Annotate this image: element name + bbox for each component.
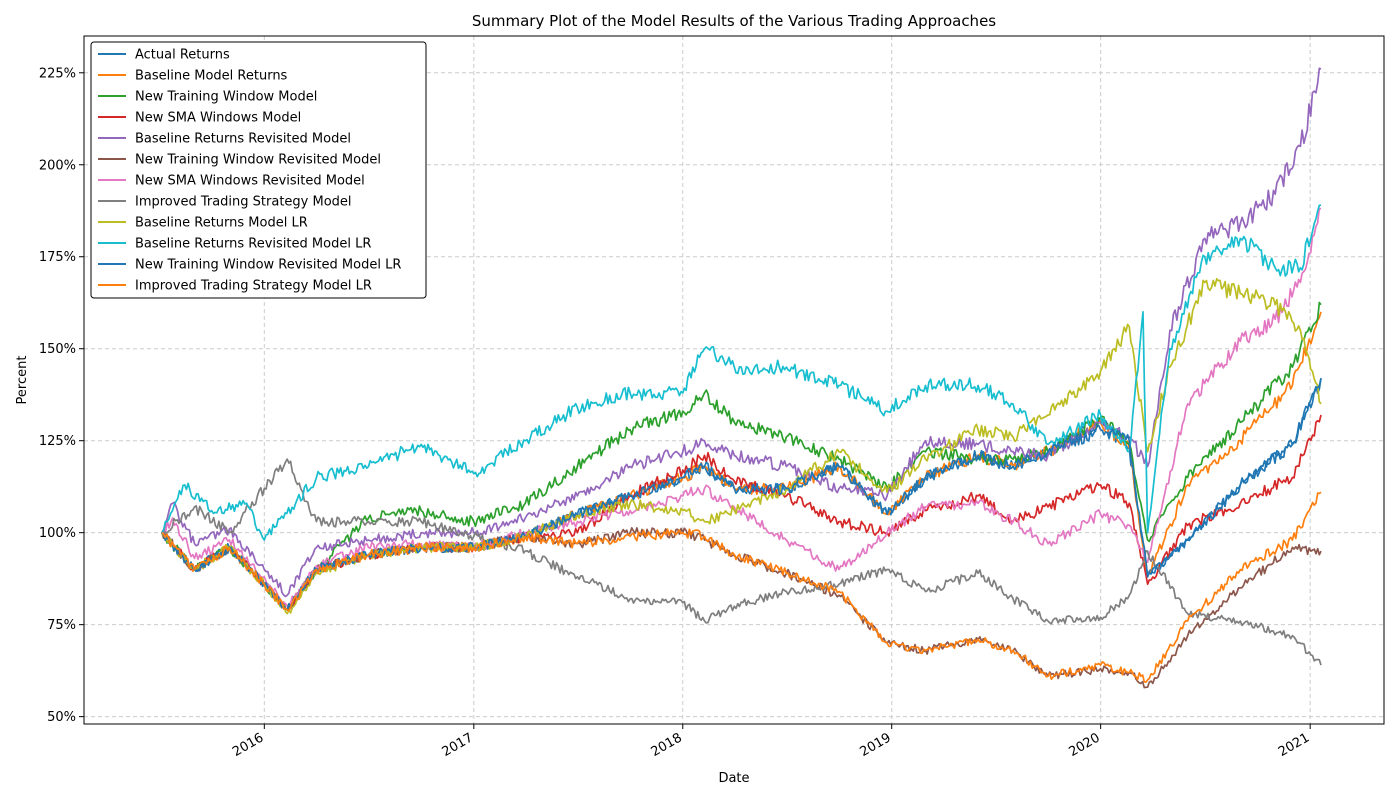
series-line xyxy=(161,301,1322,611)
y-tick-label: 50% xyxy=(47,710,76,725)
y-tick-label: 175% xyxy=(39,250,76,265)
y-tick-label: 150% xyxy=(39,342,76,357)
series-line xyxy=(161,527,1322,689)
legend-label: New SMA Windows Revisited Model xyxy=(135,174,365,189)
series-line xyxy=(161,207,1322,608)
series-lines xyxy=(161,67,1322,689)
legend-label: Baseline Returns Revisited Model LR xyxy=(135,237,371,252)
y-tick-label: 225% xyxy=(39,66,76,81)
legend-label: Baseline Returns Revisited Model xyxy=(135,132,351,147)
plot-frame xyxy=(83,35,1385,725)
y-tick-label: 75% xyxy=(47,618,76,633)
legend-label: Baseline Model Returns xyxy=(135,69,288,84)
x-axis-title: Date xyxy=(718,771,749,786)
legend-frame xyxy=(90,41,427,299)
chart-title: Summary Plot of the Model Results of the… xyxy=(472,12,996,30)
series-line xyxy=(161,378,1322,611)
legend-label: Baseline Returns Model LR xyxy=(135,216,308,231)
legend-label: New SMA Windows Model xyxy=(135,111,301,126)
legend: Actual Returns Baseline Model Returns New … xyxy=(90,41,427,299)
y-axis-title: Percent xyxy=(15,356,30,405)
y-tick-label: 125% xyxy=(39,434,76,449)
legend-label: New Training Window Revisited Model xyxy=(135,153,381,168)
series-line xyxy=(161,204,1322,541)
legend-label: New Training Window Model xyxy=(135,90,317,105)
y-tick-label: 100% xyxy=(39,526,76,541)
legend-label: Improved Trading Strategy Model xyxy=(135,195,352,210)
legend-label: New Training Window Revisited Model LR xyxy=(135,258,401,273)
y-axis: 50% 75% 100% 125% 150% 175% 200% 225% xyxy=(39,66,84,725)
legend-label: Improved Trading Strategy Model LR xyxy=(135,279,372,294)
series-line xyxy=(161,458,1322,666)
series-line xyxy=(161,491,1322,684)
y-tick-label: 200% xyxy=(39,158,76,173)
legend-label: Actual Returns xyxy=(135,48,230,63)
